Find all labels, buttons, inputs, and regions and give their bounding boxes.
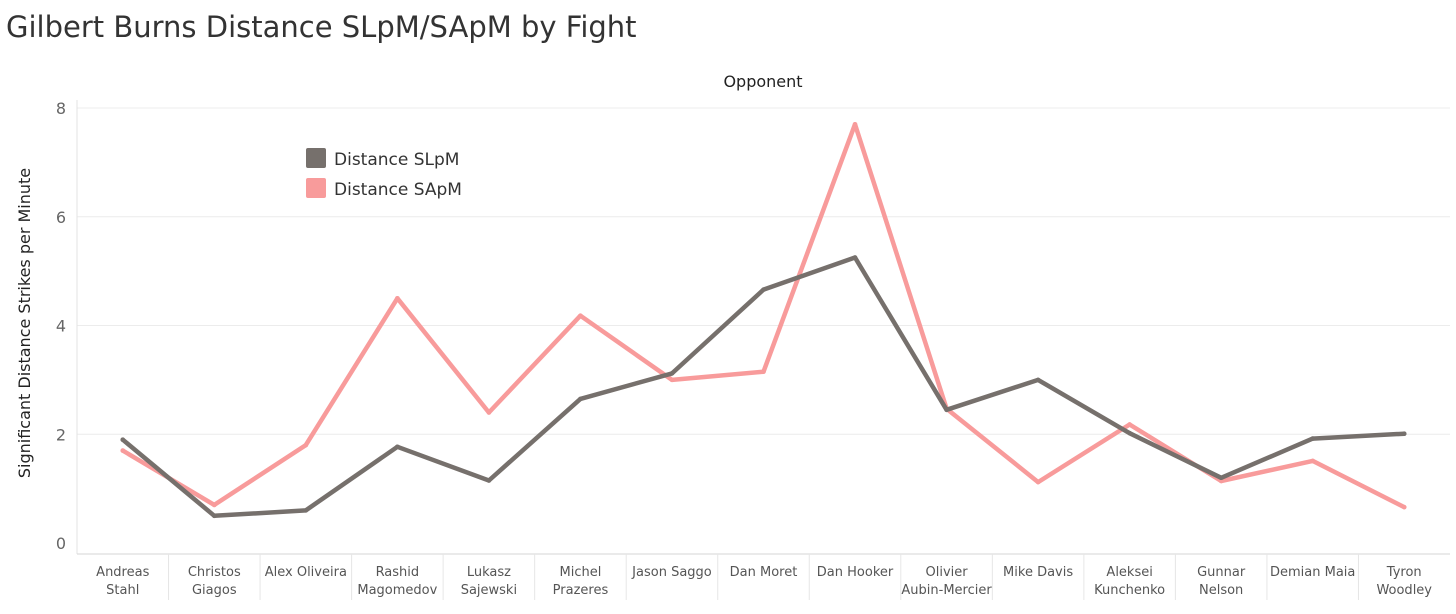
- data-point: [395, 444, 400, 450]
- data-point: [1127, 422, 1132, 427]
- y-tick-label-0: 0: [56, 534, 66, 553]
- legend-swatch-slpm: [306, 148, 326, 168]
- data-point: [486, 478, 492, 483]
- x-tick-label: Lukasz Sajewski: [461, 565, 517, 598]
- data-point: [1218, 475, 1224, 481]
- data-point: [212, 513, 217, 519]
- data-point: [1127, 430, 1132, 436]
- data-point: [944, 407, 949, 413]
- data-point: [669, 377, 675, 383]
- data-point: [1035, 377, 1041, 383]
- data-point: [486, 410, 492, 415]
- data-point: [1035, 479, 1041, 485]
- x-tick-label: Michel Prazeres: [553, 565, 609, 598]
- x-tick-label: Jason Saggo: [631, 565, 712, 580]
- data-point: [761, 287, 766, 292]
- legend-swatch-sapm: [306, 178, 326, 198]
- x-tick-label: Alex Oliveira: [265, 565, 347, 580]
- x-tick-label: Rashid Magomedov: [357, 565, 437, 598]
- data-point: [578, 313, 583, 319]
- data-point: [852, 255, 858, 260]
- data-point: [1310, 458, 1315, 464]
- x-tick-label: Mike Davis: [1003, 565, 1073, 580]
- legend-label-slpm: Distance SLpM: [334, 150, 459, 170]
- data-point: [212, 502, 217, 508]
- data-point: [395, 296, 400, 301]
- x-tick-label: Dan Hooker: [817, 565, 894, 580]
- data-point: [1401, 431, 1407, 437]
- data-point: [120, 448, 126, 453]
- x-tick-label: Andreas Stahl: [96, 565, 149, 598]
- data-point: [120, 437, 126, 442]
- x-tick-label: Gunnar Nelson: [1197, 565, 1246, 598]
- x-tick-label: Tyron Woodley: [1376, 565, 1432, 598]
- y-tick-label-4: 4: [56, 317, 66, 336]
- x-tick-label: Aleksei Kunchenko: [1094, 565, 1165, 598]
- x-tick-label: Christos Giagos: [188, 565, 241, 598]
- x-tick-label: Dan Moret: [730, 565, 798, 580]
- data-point: [1218, 478, 1224, 484]
- y-tick-label-8: 8: [56, 99, 66, 118]
- data-point: [761, 369, 766, 375]
- data-point: [303, 508, 309, 513]
- data-point: [852, 122, 858, 127]
- data-point: [1310, 436, 1315, 441]
- data-point: [578, 396, 583, 402]
- y-tick-label-6: 6: [56, 208, 66, 227]
- legend-label-sapm: Distance SApM: [334, 180, 462, 200]
- y-axis-title: Significant Distance Strikes per Minute: [15, 168, 34, 478]
- data-point: [1401, 504, 1407, 510]
- y-tick-label-2: 2: [56, 425, 66, 444]
- data-point: [669, 371, 675, 376]
- x-tick-label: Demian Maia: [1270, 565, 1355, 580]
- x-axis-title: Opponent: [723, 72, 802, 91]
- chart-title: Gilbert Burns Distance SLpM/SApM by Figh…: [6, 10, 637, 44]
- x-tick-label: Olivier Aubin-Mercier: [901, 565, 992, 598]
- data-point: [303, 442, 309, 448]
